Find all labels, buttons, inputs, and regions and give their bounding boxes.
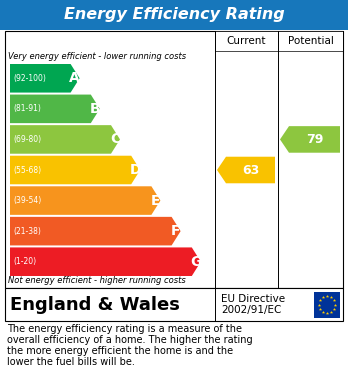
Text: 2002/91/EC: 2002/91/EC [221, 305, 282, 314]
Text: (55-68): (55-68) [13, 165, 41, 174]
Text: B: B [89, 102, 100, 116]
Polygon shape [10, 64, 80, 93]
Text: 63: 63 [242, 163, 259, 176]
Text: Potential: Potential [287, 36, 333, 46]
Text: (69-80): (69-80) [13, 135, 41, 144]
Bar [278, 31, 343, 51]
Text: Very energy efficient - lower running costs: Very energy efficient - lower running co… [8, 52, 186, 61]
Text: overall efficiency of a home. The higher the rating: overall efficiency of a home. The higher… [7, 335, 253, 345]
Text: G: G [190, 255, 201, 269]
Polygon shape [10, 156, 140, 184]
Text: EU Directive: EU Directive [221, 294, 285, 305]
Bar [5, 288, 343, 321]
Text: (1-20): (1-20) [13, 257, 36, 266]
Text: (21-38): (21-38) [13, 227, 41, 236]
Text: (81-91): (81-91) [13, 104, 41, 113]
Text: Not energy efficient - higher running costs: Not energy efficient - higher running co… [8, 276, 186, 285]
Text: 79: 79 [306, 133, 323, 146]
Bar [314, 292, 340, 317]
Text: The energy efficiency rating is a measure of the: The energy efficiency rating is a measur… [7, 324, 242, 334]
Text: A: A [69, 71, 80, 85]
Text: (92-100): (92-100) [13, 74, 46, 83]
Text: F: F [171, 224, 180, 238]
Text: England & Wales: England & Wales [10, 296, 180, 314]
Bar [0, 0, 348, 30]
Bar [215, 31, 278, 51]
Bar [5, 31, 343, 288]
Polygon shape [10, 217, 181, 246]
Text: lower the fuel bills will be.: lower the fuel bills will be. [7, 357, 135, 367]
Polygon shape [217, 157, 275, 183]
Text: the more energy efficient the home is and the: the more energy efficient the home is an… [7, 346, 233, 356]
Text: D: D [129, 163, 141, 177]
Text: (39-54): (39-54) [13, 196, 41, 205]
Polygon shape [10, 125, 120, 154]
Polygon shape [10, 95, 100, 123]
Polygon shape [280, 126, 340, 153]
Text: Energy Efficiency Rating: Energy Efficiency Rating [64, 7, 284, 23]
Polygon shape [10, 248, 201, 276]
Text: E: E [151, 194, 160, 208]
Polygon shape [10, 186, 160, 215]
Text: C: C [110, 133, 120, 146]
Text: Current: Current [227, 36, 266, 46]
